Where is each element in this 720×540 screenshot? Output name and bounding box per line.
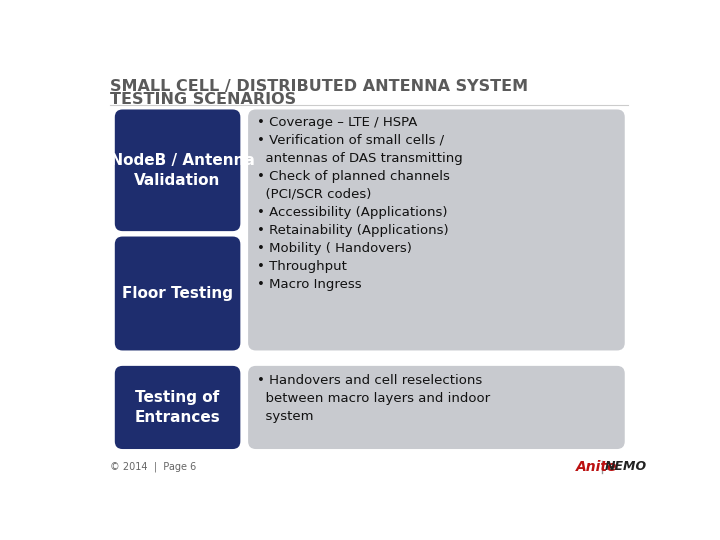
Text: SMALL CELL / DISTRIBUTED ANTENNA SYSTEM: SMALL CELL / DISTRIBUTED ANTENNA SYSTEM: [110, 79, 528, 93]
Text: TESTING SCENARIOS: TESTING SCENARIOS: [110, 92, 296, 107]
FancyBboxPatch shape: [114, 237, 240, 350]
Text: NEMO: NEMO: [605, 460, 647, 473]
Text: © 2014  |  Page 6: © 2014 | Page 6: [110, 462, 197, 472]
FancyBboxPatch shape: [114, 110, 240, 231]
FancyBboxPatch shape: [114, 366, 240, 449]
Text: Testing of
Entrances: Testing of Entrances: [135, 390, 220, 425]
FancyBboxPatch shape: [248, 366, 625, 449]
Text: Anite: Anite: [576, 460, 617, 474]
FancyBboxPatch shape: [248, 110, 625, 350]
Text: • Coverage – LTE / HSPA
• Verification of small cells /
  antennas of DAS transm: • Coverage – LTE / HSPA • Verification o…: [258, 116, 463, 291]
Text: • Handovers and cell reselections
  between macro layers and indoor
  system: • Handovers and cell reselections betwee…: [258, 374, 490, 423]
Text: Floor Testing: Floor Testing: [122, 286, 233, 301]
Text: eNodeB / Antenna
Validation: eNodeB / Antenna Validation: [100, 153, 255, 188]
